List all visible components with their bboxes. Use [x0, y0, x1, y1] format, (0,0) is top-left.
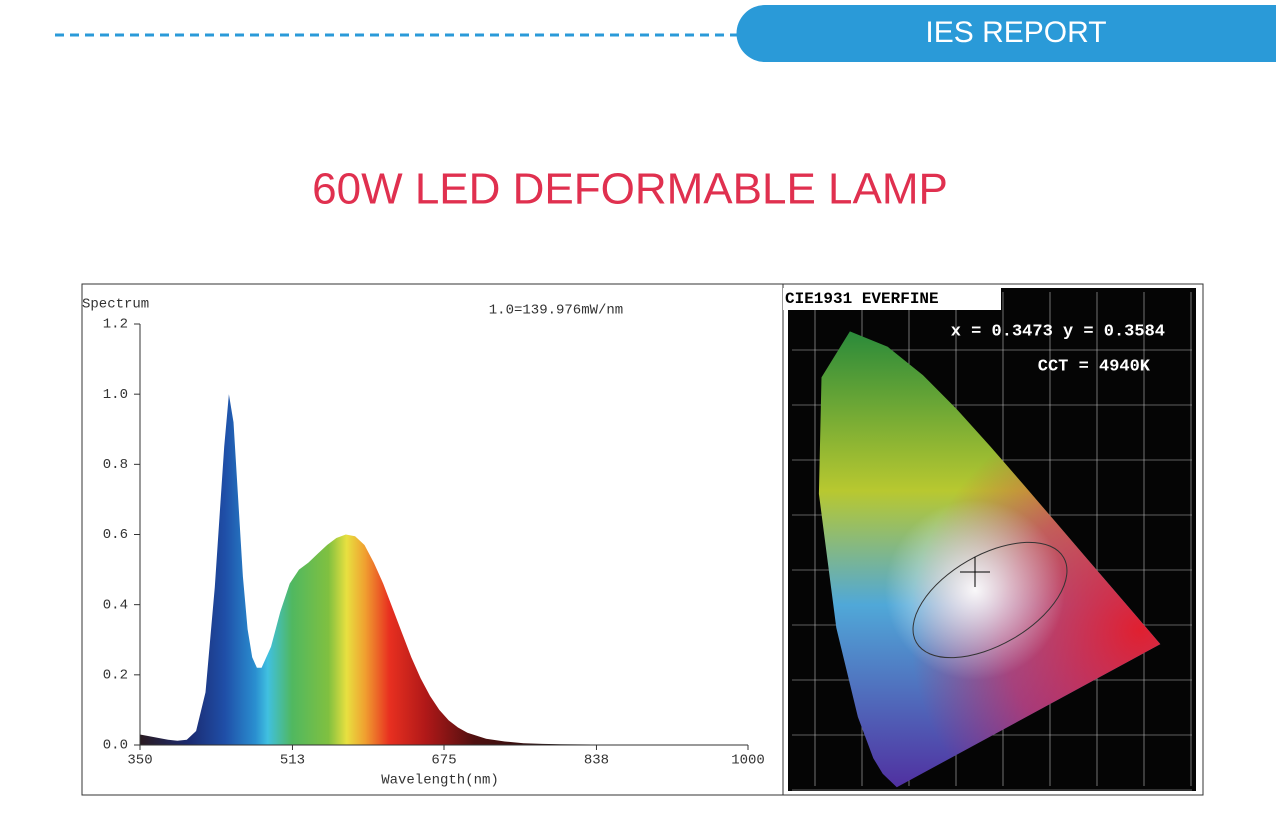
cie-diagram: CIE1931 EVERFINE x = 0.3473 y = 0.3584 C… — [783, 284, 1203, 795]
y-tick-label: 0.2 — [103, 668, 128, 684]
x-tick-label: 513 — [280, 753, 305, 769]
y-tick-label: 0.0 — [103, 738, 128, 754]
x-tick-label: 350 — [127, 753, 152, 769]
y-tick-label: 1.0 — [103, 387, 128, 403]
x-tick-label: 1000 — [731, 753, 765, 769]
x-axis-label: Wavelength(nm) — [381, 773, 499, 789]
cie-title: CIE1931 EVERFINE — [785, 290, 939, 308]
cie-cct: CCT = 4940K — [1038, 357, 1151, 376]
page-title: 60W LED DEFORMABLE LAMP — [312, 165, 948, 214]
y-axis-label: Spectrum — [82, 297, 149, 313]
y-tick-label: 1.2 — [103, 317, 128, 333]
x-tick-label: 675 — [431, 753, 456, 769]
cie-coordinates: x = 0.3473 y = 0.3584 — [951, 322, 1165, 341]
annotation: 1.0=139.976mW/nm — [489, 303, 623, 319]
x-tick-label: 838 — [584, 753, 609, 769]
header-label: IES REPORT — [925, 16, 1106, 49]
y-tick-label: 0.6 — [103, 527, 128, 543]
y-tick-label: 0.4 — [103, 597, 128, 613]
y-tick-label: 0.8 — [103, 457, 128, 473]
